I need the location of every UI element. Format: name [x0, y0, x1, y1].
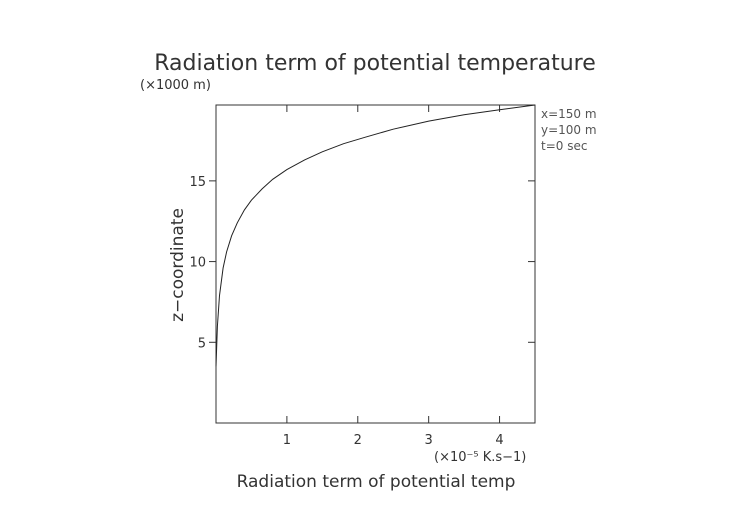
annotation-text: x=150 m: [541, 107, 597, 121]
x-axis-unit: (×10⁻⁵ K.s−1): [434, 450, 526, 465]
y-axis-label: z−coordinate: [168, 208, 188, 322]
chart-title: Radiation term of potential temperature: [154, 51, 596, 76]
annotation-layer: x=150 m y=100 m t=0 sec: [541, 107, 597, 153]
annotation-text: y=100 m: [541, 123, 597, 137]
x-tick-label: 2: [354, 433, 362, 448]
x-tick-label: 1: [283, 433, 291, 448]
x-tick-label: 3: [425, 433, 433, 448]
plot-frame: [215, 104, 536, 424]
x-axis-label: Radiation term of potential temp: [237, 472, 516, 492]
x-axis-ticks: 1 2 3 4: [283, 105, 504, 448]
series-line: [215, 104, 536, 367]
annotation-text: t=0 sec: [541, 139, 587, 153]
series-layer: [215, 104, 536, 367]
x-tick-label: 4: [495, 433, 503, 448]
y-tick-label: 5: [198, 336, 206, 351]
y-tick-label: 10: [189, 256, 206, 271]
y-tick-label: 15: [189, 175, 206, 190]
y-axis-ticks: 5 10 15: [189, 175, 535, 351]
y-axis-unit: (×1000 m): [140, 78, 211, 93]
